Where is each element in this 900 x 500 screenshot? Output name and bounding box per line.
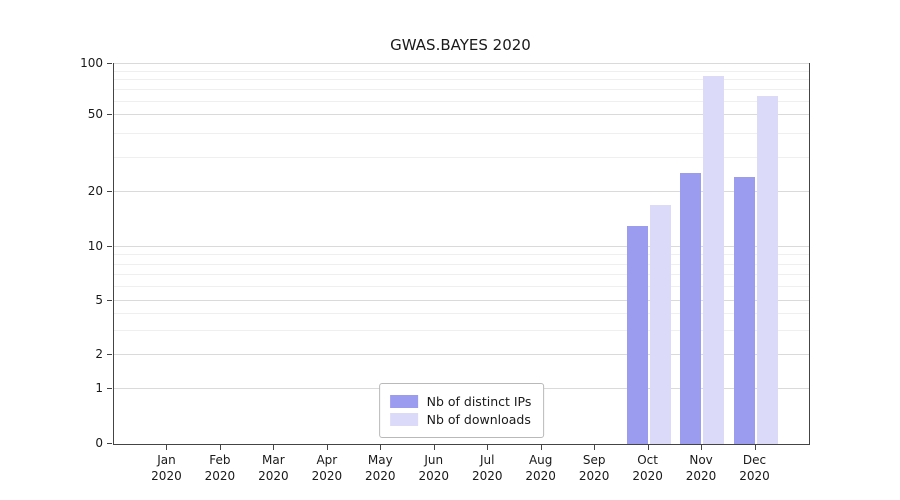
x-tick-label: Jun 2020 [404, 452, 464, 484]
y-tick-mark [107, 387, 112, 389]
minor-gridline [114, 70, 809, 72]
legend-label-distinct-ips: Nb of distinct IPs [426, 394, 532, 409]
minor-gridline [114, 254, 809, 256]
y-tick-mark [107, 191, 112, 193]
x-tick-label: Apr 2020 [297, 452, 357, 484]
legend-swatch-downloads [389, 413, 418, 426]
x-tick-month: Jun [424, 453, 444, 467]
x-tick-mark [647, 445, 649, 450]
x-tick-label: Aug 2020 [511, 452, 571, 484]
x-tick-month: May [367, 453, 393, 467]
bar-downloads [756, 95, 778, 444]
x-tick-mark [487, 445, 489, 450]
y-tick-mark [107, 300, 112, 302]
x-tick-year: 2020 [151, 469, 182, 483]
y-tick-label: 2 [95, 347, 103, 362]
x-tick-label: Dec 2020 [725, 452, 785, 484]
x-tick-mark [219, 445, 221, 450]
y-tick-label: 10 [87, 239, 103, 254]
x-tick-label: Mar 2020 [243, 452, 303, 484]
x-tick-mark [326, 445, 328, 450]
legend-label-downloads: Nb of downloads [426, 412, 531, 427]
major-gridline [114, 246, 809, 248]
x-tick-mark [380, 445, 382, 450]
legend-swatch-distinct-ips [389, 395, 418, 408]
minor-gridline [114, 89, 809, 91]
chart-title: GWAS.BAYES 2020 [390, 36, 531, 54]
y-tick-label: 100 [80, 56, 103, 70]
minor-gridline [114, 79, 809, 81]
legend-row-distinct-ips: Nb of distinct IPs [389, 394, 532, 409]
x-tick-year: 2020 [739, 469, 770, 483]
major-gridline [114, 300, 809, 302]
x-tick-year: 2020 [204, 469, 236, 483]
legend: Nb of distinct IPs Nb of downloads [378, 383, 545, 438]
x-tick-label: Jul 2020 [457, 452, 517, 484]
plot-area: Nb of distinct IPs Nb of downloads [113, 63, 810, 445]
y-tick-mark [107, 443, 112, 444]
x-tick-year: 2020 [418, 469, 450, 483]
x-tick-year: 2020 [578, 469, 610, 483]
minor-gridline [114, 100, 809, 102]
x-tick-month: Mar [262, 453, 285, 467]
x-tick-year: 2020 [365, 469, 396, 483]
x-tick-month: Feb [209, 453, 231, 467]
x-tick-year: 2020 [471, 469, 503, 483]
bar-distinct-ips [680, 173, 702, 444]
x-tick-month: Dec [742, 453, 767, 467]
minor-gridline [114, 132, 809, 134]
x-tick-year: 2020 [685, 469, 717, 483]
major-gridline [114, 191, 809, 193]
major-gridline [114, 354, 809, 356]
x-tick-mark [540, 445, 542, 450]
minor-gridline [114, 273, 809, 275]
x-tick-label: May 2020 [350, 452, 410, 484]
x-tick-year: 2020 [311, 469, 343, 483]
y-tick-mark [107, 63, 112, 64]
x-tick-label: Nov 2020 [671, 452, 731, 484]
x-tick-label: Feb 2020 [190, 452, 250, 484]
y-tick-mark [107, 113, 112, 115]
x-tick-month: Nov [689, 453, 713, 467]
y-tick-label: 20 [87, 184, 103, 199]
minor-gridline [114, 285, 809, 287]
x-tick-month: Aug [528, 453, 553, 467]
x-tick-label: Jan 2020 [136, 452, 196, 484]
bar-downloads [703, 75, 725, 444]
bar-downloads [649, 204, 671, 444]
legend-row-downloads: Nb of downloads [389, 412, 532, 427]
x-tick-mark [273, 445, 275, 450]
y-tick-label: 1 [95, 380, 103, 395]
x-tick-mark [754, 445, 756, 450]
x-tick-month: Jan [157, 453, 176, 467]
minor-gridline [114, 330, 809, 332]
x-tick-month: Apr [316, 453, 338, 467]
y-tick-mark [107, 354, 112, 356]
y-tick-mark [107, 246, 112, 248]
y-tick-label: 5 [95, 293, 103, 308]
x-tick-month: Sep [582, 453, 606, 467]
x-tick-mark [701, 445, 703, 450]
bar-distinct-ips [733, 176, 755, 444]
minor-gridline [114, 313, 809, 315]
major-gridline [114, 63, 809, 64]
x-tick-label: Sep 2020 [564, 452, 624, 484]
minor-gridline [114, 263, 809, 265]
x-tick-year: 2020 [258, 469, 289, 483]
major-gridline [114, 113, 809, 115]
x-tick-mark [594, 445, 596, 450]
x-tick-label: Oct 2020 [618, 452, 678, 484]
x-tick-month: Jul [479, 453, 495, 467]
x-tick-mark [433, 445, 435, 450]
x-tick-month: Oct [637, 453, 658, 467]
x-tick-mark [166, 445, 168, 450]
y-tick-label: 50 [87, 106, 103, 121]
bar-distinct-ips [626, 226, 648, 444]
minor-gridline [114, 156, 809, 158]
y-tick-label: 0 [95, 436, 103, 450]
x-tick-year: 2020 [632, 469, 663, 483]
x-tick-year: 2020 [525, 469, 556, 483]
